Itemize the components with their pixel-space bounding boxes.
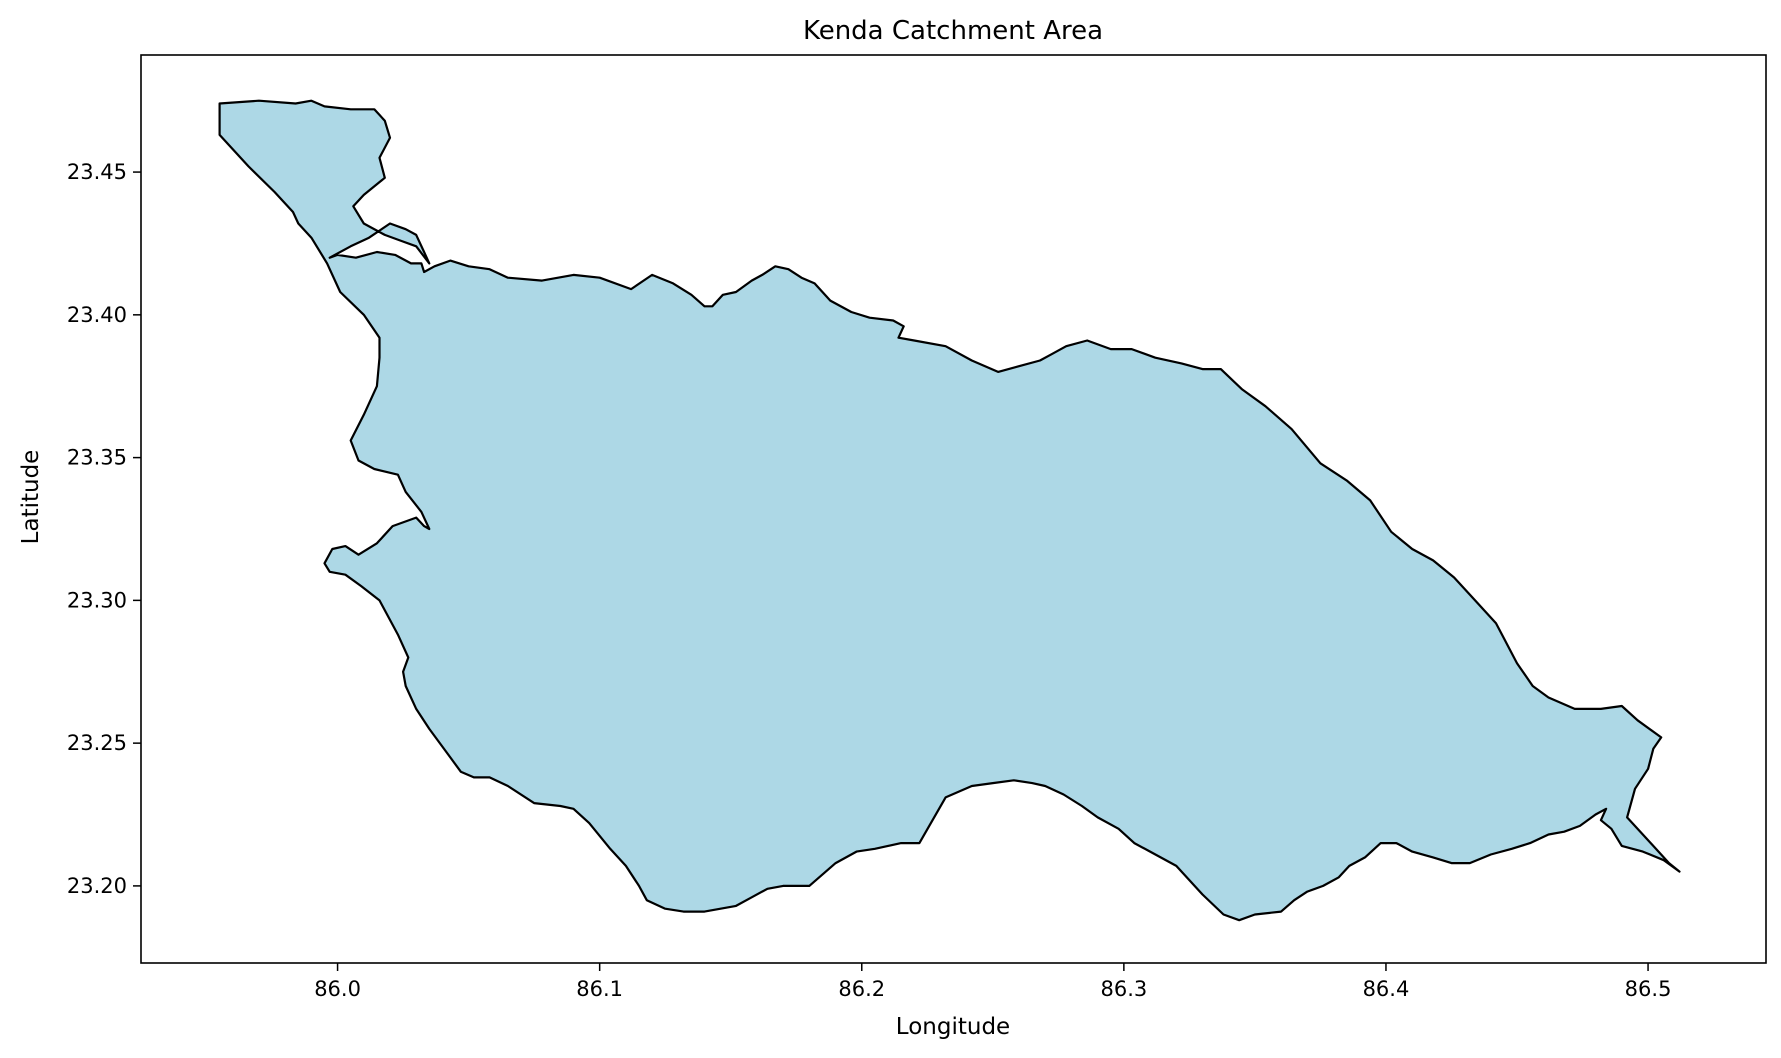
axes-frame: [140, 54, 1767, 964]
x-axis-label: Longitude: [896, 1014, 1010, 1040]
x-tick-label: 86.4: [1363, 977, 1410, 1001]
y-tick-label: 23.25: [67, 731, 127, 755]
y-axis-label: Latitude: [18, 450, 44, 545]
x-tick-label: 86.1: [576, 977, 623, 1001]
x-tick-label: 86.5: [1625, 977, 1672, 1001]
x-tick-label: 86.0: [314, 977, 361, 1001]
axis-ticks: 86.0 86.1 86.2 86.3 86.4 86.5 23.20 23.25 23.30 2…: [67, 160, 1672, 1001]
chart-title: Kenda Catchment Area: [803, 16, 1103, 46]
y-tick-label: 23.40: [67, 303, 127, 327]
y-tick-label: 23.30: [67, 588, 127, 612]
x-tick-label: 86.3: [1100, 977, 1147, 1001]
catchment-boundary-polygon: [218, 99, 1681, 922]
y-tick-label: 23.45: [67, 160, 127, 184]
x-tick-label: 86.2: [838, 977, 885, 1001]
y-tick-label: 23.20: [67, 874, 127, 898]
plot-area: [218, 99, 1681, 922]
y-tick-label: 23.35: [67, 446, 127, 470]
